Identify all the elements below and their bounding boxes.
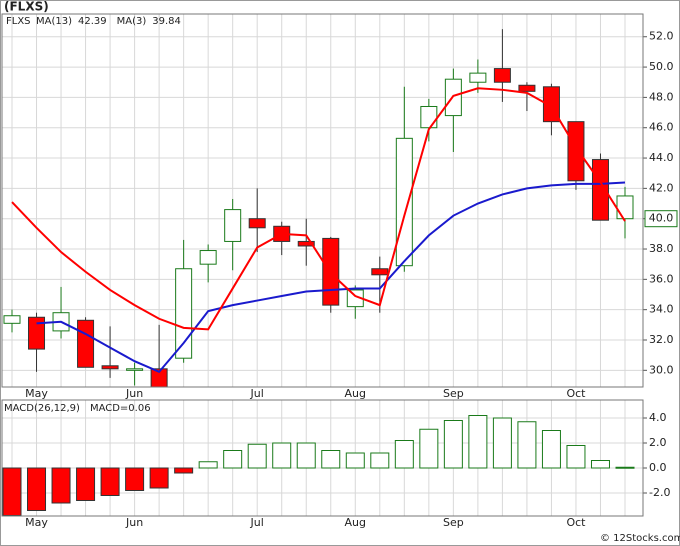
candle-body xyxy=(175,268,193,359)
macd-bar xyxy=(394,440,414,469)
macd-bar xyxy=(517,421,537,469)
candle-body xyxy=(493,68,511,83)
y-tick-label: 42.0 xyxy=(649,181,674,194)
legend-value: MACD=0.06 xyxy=(90,403,151,414)
panel-border xyxy=(1,13,644,388)
y-tick-label: 52.0 xyxy=(649,30,674,43)
macd-bar xyxy=(149,467,169,489)
candle-body xyxy=(28,316,46,350)
candle-body xyxy=(567,121,585,182)
x-tick-label: Oct xyxy=(566,516,586,529)
candle-body xyxy=(371,268,389,276)
y-tick-label: 32.0 xyxy=(649,333,674,346)
macd-bar xyxy=(419,428,439,469)
macd-bar xyxy=(27,467,47,511)
footer: © 12Stocks.com xyxy=(600,533,680,544)
macd-bar xyxy=(223,450,243,469)
macd-bar xyxy=(321,450,341,469)
y-tick-label: 2.0 xyxy=(649,436,667,449)
candle-body xyxy=(3,315,21,324)
candle-body xyxy=(297,240,315,247)
macd-bar xyxy=(590,460,610,469)
macd-bar xyxy=(174,467,194,474)
price-tag-box xyxy=(644,210,678,228)
macd-bar xyxy=(566,445,586,469)
chart-title: (FLXS) xyxy=(4,0,49,14)
legend-label: MA(13) xyxy=(36,16,72,27)
macd-bar xyxy=(51,467,71,504)
price-tag-label: 40.0 xyxy=(649,212,674,225)
y-tick-label: 50.0 xyxy=(649,60,674,73)
macd-bar xyxy=(76,467,96,501)
macd-bar xyxy=(296,442,316,469)
candle-body xyxy=(126,368,144,371)
y-tick-label: 4.0 xyxy=(649,411,667,424)
macd-bar xyxy=(100,467,120,496)
panel-border xyxy=(1,399,644,517)
macd-bar xyxy=(370,452,390,469)
macd-bar xyxy=(2,467,22,516)
candle-body xyxy=(199,250,217,265)
y-tick-label: 36.0 xyxy=(649,272,674,285)
legend-label: MACD(26,12,9) xyxy=(4,403,80,414)
candle-body xyxy=(248,218,266,229)
macd-bar xyxy=(615,466,635,469)
y-tick-label: -2.0 xyxy=(649,486,670,499)
x-tick-label: Sep xyxy=(443,516,464,529)
x-tick-label: Jun xyxy=(125,516,143,529)
y-tick-label: 46.0 xyxy=(649,121,674,134)
candle-body xyxy=(77,319,95,368)
x-tick-label: Jun xyxy=(125,387,143,400)
y-tick-label: 38.0 xyxy=(649,242,674,255)
x-tick-label: Jul xyxy=(250,516,264,529)
macd-bar xyxy=(125,467,145,491)
x-tick-label: Aug xyxy=(345,387,366,400)
legend-value: 42.39 xyxy=(78,16,107,27)
y-tick-label: 0.0 xyxy=(649,461,667,474)
legend-label: MA(3) xyxy=(117,16,147,27)
x-tick-label: Jul xyxy=(250,387,264,400)
candle-body xyxy=(518,84,536,92)
macd-bar xyxy=(345,452,365,469)
y-tick-label: 34.0 xyxy=(649,303,674,316)
y-tick-label: 44.0 xyxy=(649,151,674,164)
plot-area xyxy=(2,415,635,516)
x-tick-label: Sep xyxy=(443,387,464,400)
candle-body xyxy=(616,195,634,220)
macd-bar xyxy=(468,415,488,469)
x-tick-label: May xyxy=(25,516,48,529)
x-tick-label: May xyxy=(25,387,48,400)
plot-area xyxy=(3,29,634,387)
candle-body xyxy=(420,105,438,129)
candle-body xyxy=(224,209,242,242)
macd-bar xyxy=(247,443,267,469)
candle-body xyxy=(591,159,609,221)
moving-average-line xyxy=(11,87,626,331)
x-tick-label: Oct xyxy=(566,387,586,400)
macd-bar xyxy=(492,417,512,469)
macd-bar xyxy=(198,461,218,469)
y-tick-label: 30.0 xyxy=(649,363,674,376)
macd-bar xyxy=(443,420,463,469)
candle-body xyxy=(395,137,413,267)
moving-average-line xyxy=(36,181,626,374)
legend-label: FLXS xyxy=(6,16,31,27)
legend-value: 39.84 xyxy=(152,16,181,27)
candle-body xyxy=(469,72,487,83)
y-tick-label: 48.0 xyxy=(649,90,674,103)
x-tick-label: Aug xyxy=(345,516,366,529)
macd-bar xyxy=(541,430,561,469)
candle-body xyxy=(101,365,119,370)
macd-bar xyxy=(272,442,292,469)
